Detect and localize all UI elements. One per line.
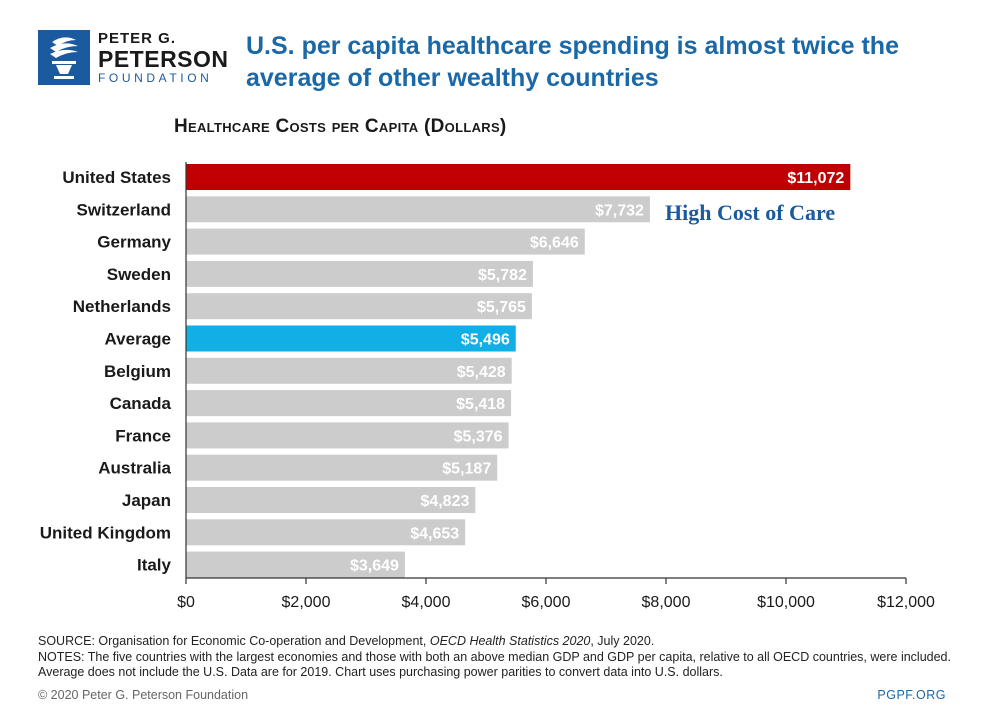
x-tick-label-12000: $12,000 [877, 594, 935, 611]
value-label-belgium: $5,428 [457, 364, 506, 381]
source-publication: OECD Health Statistics 2020 [429, 634, 591, 648]
chart-annotation: High Cost of Care [665, 200, 836, 225]
value-label-average: $5,496 [461, 332, 510, 349]
x-axis: $0 $2,000 $4,000 $6,000 $8,000 $10,000 $12,000 [177, 162, 935, 611]
value-label-canada: $5,418 [456, 396, 505, 413]
copyright: © 2020 Peter G. Peterson Foundation [38, 688, 249, 702]
bars-layer: United States $11,072 Switzerland $7,732 Ger… [40, 164, 851, 578]
category-label-canada: Canada [110, 394, 172, 413]
peterson-foundation-logo: PETER G. PETERSON FOUNDATION [38, 30, 228, 88]
category-label-average: Average [105, 330, 171, 349]
category-label-switzerland: Switzerland [77, 200, 171, 219]
logo-line-3: FOUNDATION [98, 71, 213, 85]
bar-sweden [186, 260, 533, 287]
x-tick-label-6000: $6,000 [522, 594, 571, 611]
value-label-germany: $6,646 [530, 235, 579, 252]
bar-united-kingdom [186, 519, 466, 546]
category-label-netherlands: Netherlands [73, 297, 171, 316]
category-label-japan: Japan [122, 491, 171, 510]
bar-switzerland [186, 196, 650, 223]
x-tick-label-4000: $4,000 [402, 594, 451, 611]
x-tick-label-8000: $8,000 [642, 594, 691, 611]
value-label-united-states: $11,072 [787, 170, 844, 187]
bar-italy [186, 551, 405, 578]
site-link[interactable]: PGPF.ORG [877, 688, 946, 702]
category-label-united-kingdom: United Kingdom [40, 523, 171, 542]
source-prefix: SOURCE: Organisation for Economic Co-ope… [38, 634, 430, 648]
source-line: SOURCE: Organisation for Economic Co-ope… [38, 634, 978, 650]
value-label-united-kingdom: $4,653 [410, 525, 459, 542]
value-label-netherlands: $5,765 [477, 299, 526, 316]
bar-average [186, 325, 516, 352]
value-label-sweden: $5,782 [478, 267, 527, 284]
bar-germany [186, 228, 585, 255]
bar-france [186, 422, 509, 449]
x-tick-label-0: $0 [177, 594, 195, 611]
category-label-italy: Italy [137, 556, 172, 575]
x-tick-label-10000: $10,000 [757, 594, 815, 611]
bar-netherlands [186, 293, 532, 320]
notes-text: NOTES: The five countries with the large… [38, 649, 951, 680]
category-label-united-states: United States [62, 168, 171, 187]
source-notes: SOURCE: Organisation for Economic Co-ope… [38, 634, 978, 681]
value-label-switzerland: $7,732 [595, 202, 644, 219]
category-label-sweden: Sweden [107, 265, 171, 284]
logo-line-1: PETER G. [98, 30, 177, 47]
logo-line-2: PETERSON [98, 46, 229, 72]
bar-united-states [186, 164, 851, 190]
category-label-germany: Germany [97, 233, 171, 252]
page-headline: U.S. per capita healthcare spending is a… [246, 32, 899, 92]
category-label-france: France [115, 426, 171, 445]
torch-logo-icon [38, 30, 90, 85]
bar-belgium [186, 357, 512, 384]
category-label-belgium: Belgium [104, 362, 171, 381]
bar-chart: United States $11,072 Switzerland $7,732 Ger… [40, 162, 935, 611]
bar-canada [186, 390, 512, 417]
source-suffix: , July 2020. [590, 634, 655, 648]
value-label-france: $5,376 [454, 428, 503, 445]
bar-japan [186, 487, 476, 513]
category-label-australia: Australia [98, 459, 171, 478]
x-tick-label-2000: $2,000 [282, 594, 331, 611]
bar-australia [186, 454, 498, 481]
value-label-japan: $4,823 [420, 493, 469, 510]
chart-title: Healthcare Costs per Capita (Dollars) [174, 116, 507, 137]
value-label-italy: $3,649 [350, 558, 399, 575]
value-label-australia: $5,187 [442, 461, 491, 478]
